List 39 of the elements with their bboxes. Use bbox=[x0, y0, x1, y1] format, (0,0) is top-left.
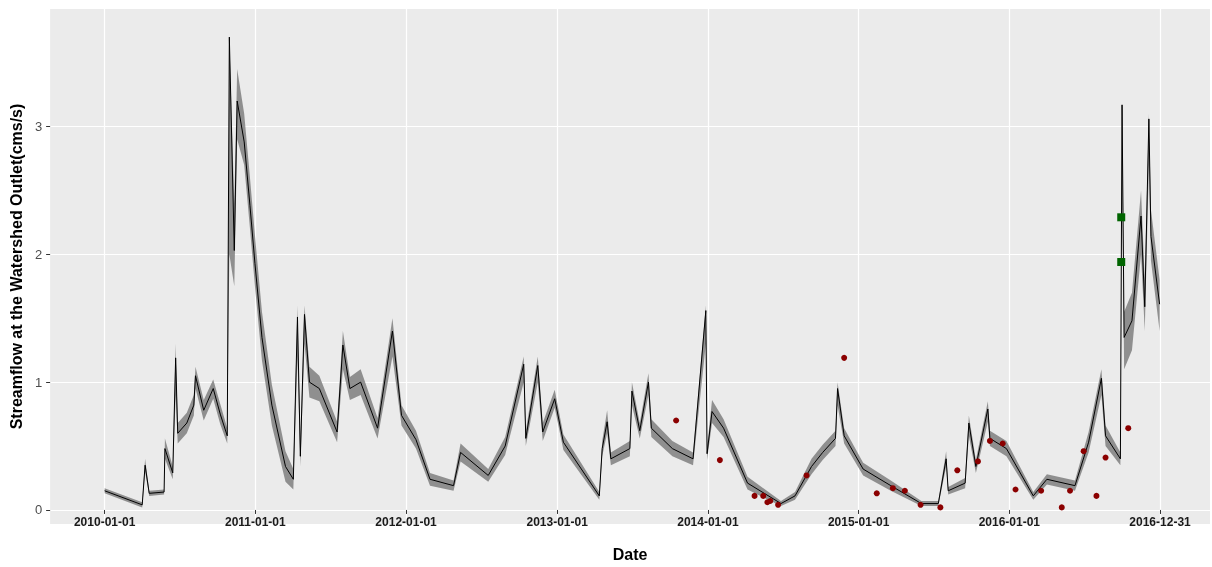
point bbox=[760, 492, 767, 499]
point bbox=[954, 467, 961, 474]
y-tick-label: 3 bbox=[34, 119, 43, 135]
point bbox=[673, 417, 680, 424]
point bbox=[917, 501, 924, 508]
y-tick-label: 1 bbox=[34, 374, 43, 390]
point bbox=[1102, 454, 1109, 461]
point bbox=[1012, 486, 1019, 493]
point bbox=[841, 354, 848, 361]
x-tick-label: 2015-01-01 bbox=[827, 515, 890, 529]
x-tick-label: 2016-12-31 bbox=[1129, 515, 1192, 529]
point bbox=[901, 487, 908, 494]
x-tick-label: 2011-01-01 bbox=[224, 515, 287, 529]
point bbox=[1117, 258, 1126, 267]
point bbox=[1067, 487, 1074, 494]
point bbox=[986, 437, 993, 444]
x-tick-label: 2016-01-01 bbox=[978, 515, 1041, 529]
point bbox=[1080, 448, 1087, 455]
point bbox=[751, 492, 758, 499]
point bbox=[1058, 504, 1065, 511]
point bbox=[775, 501, 782, 508]
point bbox=[716, 457, 723, 464]
x-tick-label: 2014-01-01 bbox=[677, 515, 739, 529]
y-tick-label: 2 bbox=[34, 246, 43, 262]
point bbox=[974, 458, 981, 465]
x-tick-label: 2012-01-01 bbox=[375, 515, 438, 529]
point bbox=[1117, 213, 1126, 222]
point bbox=[803, 472, 810, 479]
x-tick-label: 2010-01-01 bbox=[73, 515, 136, 529]
point bbox=[1125, 425, 1132, 432]
y-tick-label: 0 bbox=[34, 502, 43, 518]
point bbox=[873, 490, 880, 497]
x-tick-label: 2013-01-01 bbox=[526, 515, 589, 529]
point bbox=[1093, 492, 1100, 499]
point bbox=[937, 504, 944, 511]
x-axis-title: Date bbox=[612, 545, 648, 563]
point bbox=[1038, 487, 1045, 494]
y-axis-title: Streamflow at the Watershed Outlet(cms/s) bbox=[7, 103, 25, 430]
point bbox=[889, 485, 896, 492]
